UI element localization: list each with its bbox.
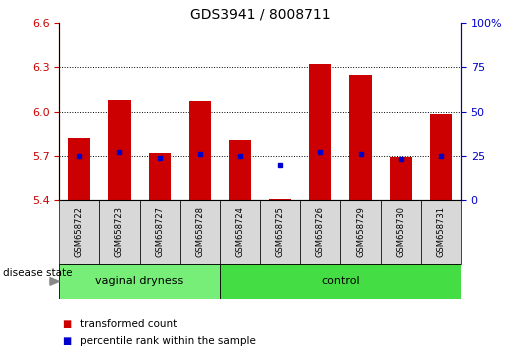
- Text: GSM658725: GSM658725: [276, 206, 285, 257]
- Bar: [269, 199, 291, 200]
- Text: GSM658727: GSM658727: [155, 206, 164, 257]
- Text: GSM658728: GSM658728: [195, 206, 204, 257]
- Bar: [189, 101, 211, 200]
- Text: GSM658724: GSM658724: [235, 206, 245, 257]
- Bar: [109, 100, 130, 200]
- Title: GDS3941 / 8008711: GDS3941 / 8008711: [190, 8, 331, 22]
- Bar: [390, 157, 411, 200]
- Text: transformed count: transformed count: [80, 319, 177, 329]
- Text: GSM658729: GSM658729: [356, 206, 365, 257]
- Bar: [421, 200, 461, 264]
- Bar: [229, 139, 251, 200]
- Text: ■: ■: [62, 319, 72, 329]
- Bar: [340, 200, 381, 264]
- Bar: [149, 153, 170, 200]
- Text: vaginal dryness: vaginal dryness: [95, 276, 184, 286]
- Text: GSM658722: GSM658722: [75, 206, 84, 257]
- Text: disease state: disease state: [3, 268, 72, 278]
- Text: GSM658726: GSM658726: [316, 206, 325, 257]
- Bar: [220, 264, 461, 299]
- Bar: [430, 114, 452, 200]
- Text: control: control: [321, 276, 359, 286]
- Bar: [140, 200, 180, 264]
- Bar: [310, 64, 331, 200]
- Text: GSM658731: GSM658731: [436, 206, 445, 257]
- Bar: [350, 75, 371, 200]
- Bar: [99, 200, 140, 264]
- Bar: [300, 200, 340, 264]
- Bar: [180, 200, 220, 264]
- Bar: [220, 200, 260, 264]
- Bar: [59, 200, 99, 264]
- Text: percentile rank within the sample: percentile rank within the sample: [80, 336, 256, 346]
- Bar: [68, 138, 90, 200]
- Bar: [260, 200, 300, 264]
- Bar: [59, 264, 220, 299]
- Text: GSM658723: GSM658723: [115, 206, 124, 257]
- Text: GSM658730: GSM658730: [396, 206, 405, 257]
- Text: ■: ■: [62, 336, 72, 346]
- Bar: [381, 200, 421, 264]
